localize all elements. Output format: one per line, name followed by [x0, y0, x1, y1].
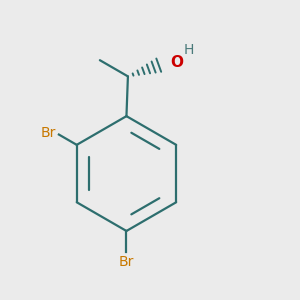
Text: O: O	[170, 55, 183, 70]
Text: Br: Br	[40, 126, 56, 140]
Text: Br: Br	[119, 255, 134, 269]
Text: H: H	[183, 43, 194, 57]
